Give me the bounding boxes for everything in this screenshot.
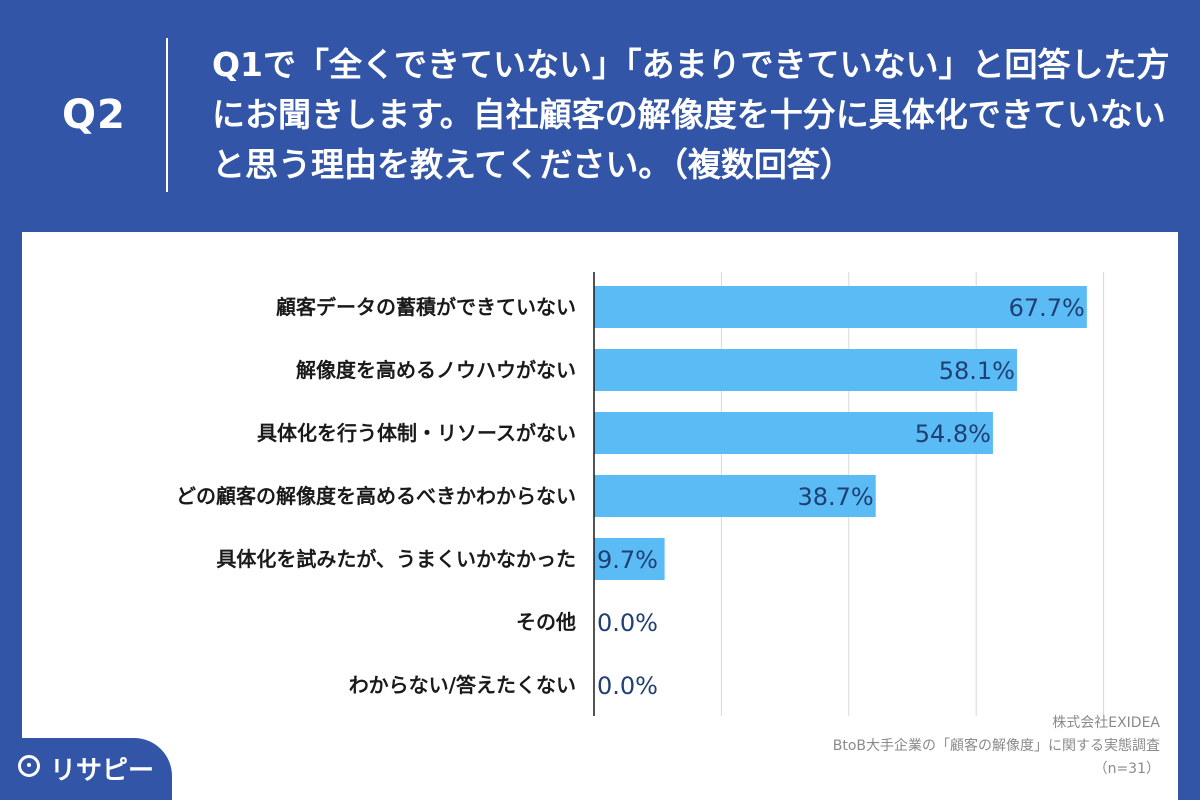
bar [594, 286, 1087, 328]
category-label: 解像度を高めるノウハウがない [296, 358, 576, 382]
category-label: どの顧客の解像度を高めるべきかわからない [176, 484, 576, 508]
brand-logo: リサピー [0, 738, 172, 800]
question-text: Q1で「全くできていない」「あまりできていない」と回答した方にお聞きします。自社… [212, 45, 1170, 184]
logo-text: リサピー [50, 756, 155, 786]
category-label: 顧客データの蓄積ができていない [276, 295, 576, 319]
value-label: 0.0% [597, 609, 658, 637]
bar [594, 538, 665, 580]
header: Q2 Q1で「全くできていない」「あまりできていない」と回答した方にお聞きします… [0, 0, 1200, 230]
category-label: その他 [516, 610, 576, 634]
value-label: 9.7% [597, 546, 658, 574]
value-label: 54.8% [915, 420, 991, 448]
source-note: 株式会社EXIDEA BtoB大手企業の「顧客の解像度」に関する実態調査 （n=… [833, 712, 1160, 781]
category-label: 具体化を行う体制・リソースがない [257, 421, 576, 445]
source-company: 株式会社EXIDEA [1052, 715, 1160, 731]
bar [594, 412, 993, 454]
bar [594, 475, 876, 517]
value-label: 67.7% [1009, 294, 1085, 322]
bar [594, 349, 1017, 391]
question-label: Q2 [62, 92, 126, 138]
header-divider [166, 38, 168, 192]
source-sample-size: （n=31） [1093, 761, 1160, 777]
category-label: 具体化を試みたが、うまくいかなかった [216, 547, 576, 571]
value-label: 38.7% [797, 483, 873, 511]
pin-icon [18, 755, 40, 777]
value-label: 58.1% [939, 357, 1015, 385]
category-label: わからない/答えたくない [349, 673, 576, 697]
source-survey-title: BtoB大手企業の「顧客の解像度」に関する実態調査 [832, 738, 1160, 754]
value-label: 0.0% [597, 672, 658, 700]
